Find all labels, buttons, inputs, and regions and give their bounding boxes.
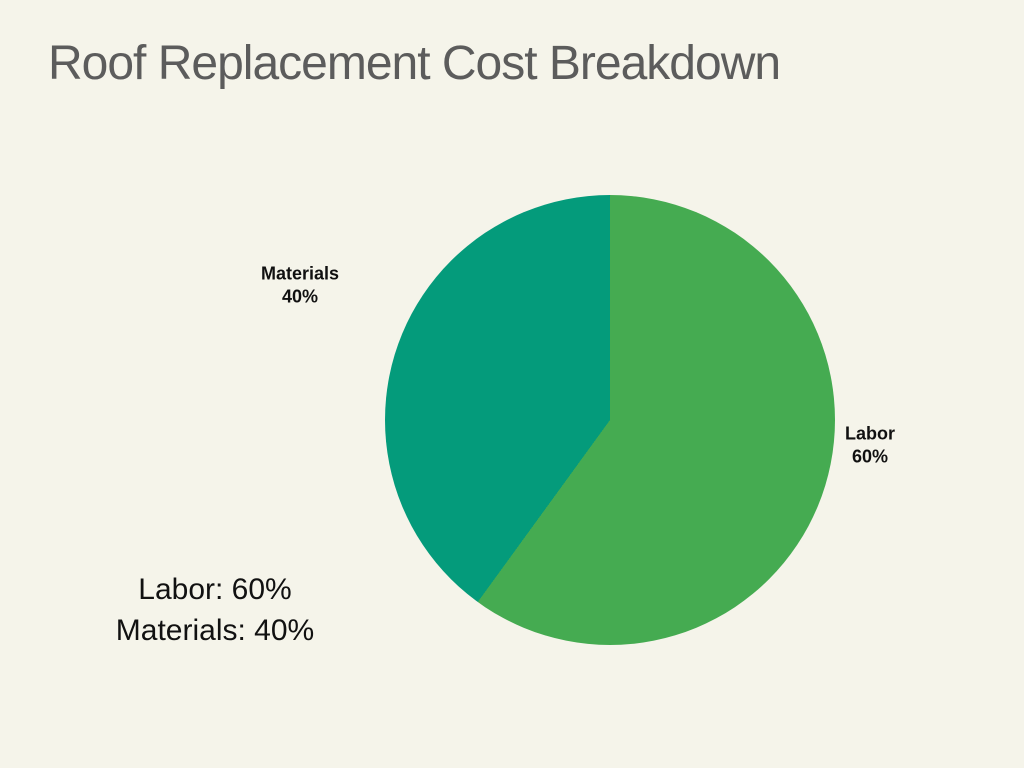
summary-line-2: Materials: 40%	[116, 611, 314, 652]
slice-label-materials-value: 40%	[261, 285, 339, 308]
summary-block: Labor: 60% Materials: 40%	[116, 570, 314, 651]
slice-label-materials: Materials 40%	[261, 263, 339, 308]
slice-label-labor-value: 60%	[845, 445, 895, 468]
slice-label-materials-name: Materials	[261, 263, 339, 286]
slice-label-labor: Labor 60%	[845, 423, 895, 468]
page-title: Roof Replacement Cost Breakdown	[48, 36, 780, 91]
pie-chart	[385, 195, 835, 645]
slice-label-labor-name: Labor	[845, 423, 895, 446]
chart-canvas: Roof Replacement Cost Breakdown Labor 60…	[0, 0, 1024, 768]
summary-line-1: Labor: 60%	[116, 570, 314, 611]
